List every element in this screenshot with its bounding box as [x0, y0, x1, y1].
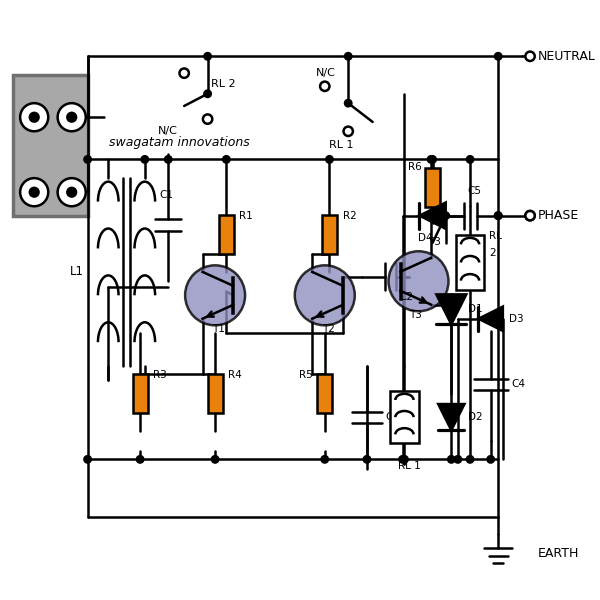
Circle shape: [84, 155, 91, 163]
Circle shape: [363, 455, 371, 463]
Text: R4: R4: [228, 370, 242, 380]
Circle shape: [320, 82, 329, 91]
Bar: [425, 168, 440, 207]
Circle shape: [399, 455, 406, 463]
Text: RL 1: RL 1: [329, 140, 354, 151]
Text: D2: D2: [468, 412, 483, 422]
Circle shape: [448, 455, 455, 463]
Circle shape: [487, 455, 494, 463]
Polygon shape: [478, 307, 503, 331]
Text: PHASE: PHASE: [538, 209, 579, 222]
Bar: [391, 391, 419, 443]
Circle shape: [203, 115, 212, 124]
Circle shape: [427, 155, 435, 163]
Circle shape: [84, 455, 91, 463]
Text: RL: RL: [489, 231, 502, 241]
Circle shape: [66, 187, 77, 198]
Text: R3: R3: [153, 370, 167, 380]
Circle shape: [179, 68, 189, 78]
Bar: [13, 75, 88, 215]
Text: C5: C5: [468, 186, 482, 196]
Circle shape: [185, 265, 245, 325]
Circle shape: [494, 212, 502, 220]
Bar: [322, 215, 337, 254]
Bar: [133, 374, 148, 413]
Text: C1: C1: [160, 190, 173, 200]
Text: RL 2: RL 2: [211, 79, 236, 89]
Circle shape: [29, 112, 40, 123]
Polygon shape: [436, 295, 466, 325]
Circle shape: [321, 455, 329, 463]
Text: N/C: N/C: [316, 68, 335, 78]
Circle shape: [223, 155, 230, 163]
Text: D4: D4: [418, 233, 433, 243]
Circle shape: [204, 53, 211, 60]
Bar: [456, 235, 484, 290]
Text: R6: R6: [408, 162, 422, 172]
Text: NEUTRAL: NEUTRAL: [538, 50, 595, 63]
Circle shape: [494, 212, 502, 220]
Circle shape: [204, 90, 211, 98]
Text: R1: R1: [239, 211, 253, 221]
Circle shape: [429, 155, 436, 163]
Text: L1: L1: [70, 265, 84, 278]
Text: N/C: N/C: [158, 126, 178, 136]
Text: T1: T1: [212, 324, 225, 334]
Circle shape: [29, 187, 40, 198]
Circle shape: [20, 178, 48, 206]
Polygon shape: [438, 404, 464, 430]
Circle shape: [211, 455, 219, 463]
Text: T3: T3: [409, 310, 422, 320]
Text: EARTH: EARTH: [538, 547, 579, 560]
Circle shape: [58, 103, 86, 131]
Circle shape: [454, 455, 461, 463]
Circle shape: [20, 103, 48, 131]
Circle shape: [136, 455, 144, 463]
Circle shape: [326, 155, 333, 163]
Bar: [219, 215, 234, 254]
Text: C3: C3: [386, 412, 400, 422]
Text: 2: 2: [489, 248, 496, 258]
Circle shape: [526, 211, 535, 220]
Circle shape: [526, 211, 535, 220]
Circle shape: [344, 53, 352, 60]
Bar: [317, 374, 332, 413]
Circle shape: [389, 251, 449, 311]
Text: D1: D1: [468, 304, 483, 314]
Text: C2: C2: [400, 292, 414, 302]
Text: T3: T3: [428, 237, 441, 247]
Text: RL 1: RL 1: [398, 461, 421, 471]
Circle shape: [442, 212, 449, 220]
Bar: [208, 374, 223, 413]
Text: swagatam innovations: swagatam innovations: [109, 136, 250, 149]
Circle shape: [141, 155, 149, 163]
Text: D3: D3: [509, 314, 524, 324]
Circle shape: [401, 455, 408, 463]
Text: R2: R2: [343, 211, 356, 221]
Circle shape: [344, 127, 353, 136]
Circle shape: [494, 53, 502, 60]
Circle shape: [344, 100, 352, 107]
Circle shape: [66, 112, 77, 123]
Text: R5: R5: [299, 370, 312, 380]
Circle shape: [466, 455, 474, 463]
Polygon shape: [419, 203, 446, 229]
Circle shape: [164, 155, 172, 163]
Circle shape: [526, 52, 535, 61]
Circle shape: [58, 178, 86, 206]
Circle shape: [295, 265, 355, 325]
Circle shape: [466, 155, 474, 163]
Text: C4: C4: [511, 379, 526, 389]
Text: T2: T2: [322, 324, 335, 334]
